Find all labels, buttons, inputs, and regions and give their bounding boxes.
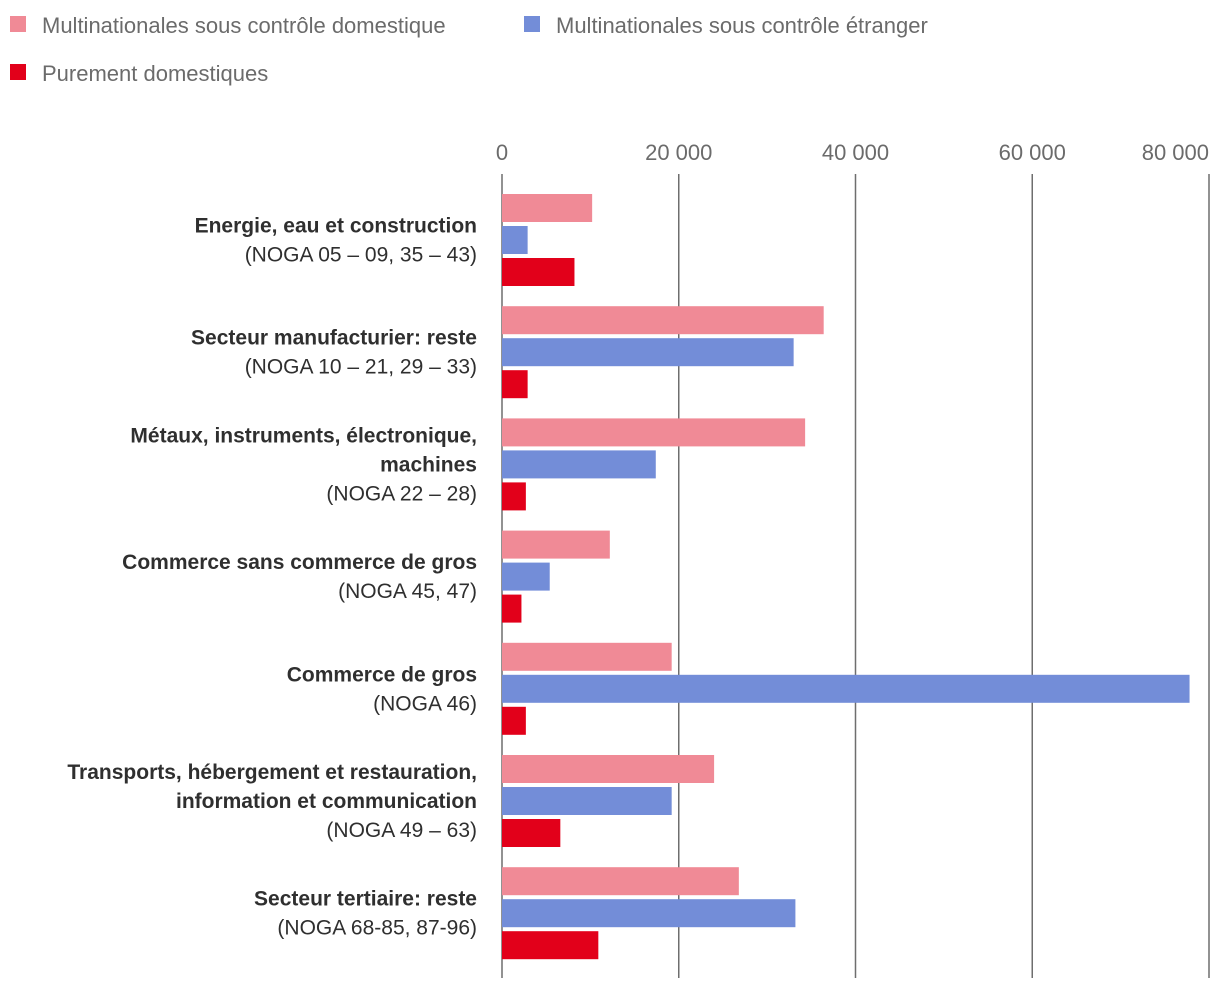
x-tick-label: 20 000 (645, 140, 712, 165)
category-code-label: (NOGA 46) (373, 692, 477, 715)
category-code-label: (NOGA 49 – 63) (326, 819, 477, 842)
bar (502, 674, 1190, 703)
category-label: Secteur tertiaire: reste (254, 888, 477, 911)
bar (502, 562, 550, 591)
bar (502, 338, 794, 367)
bar (502, 306, 824, 335)
category-label: Commerce de gros (287, 663, 477, 686)
bar (502, 706, 526, 735)
legend-swatch (524, 16, 540, 32)
category-label: Energie, eau et construction (195, 215, 477, 238)
bar (502, 819, 561, 847)
bar (502, 867, 739, 896)
legend-label: Multinationales sous contrôle domestique (42, 13, 446, 38)
bar (502, 530, 610, 559)
bar (502, 642, 672, 671)
category-label: Secteur manufacturier: reste (191, 327, 477, 350)
x-tick-label: 40 000 (822, 140, 889, 165)
x-tick-label: 80 000 (1142, 140, 1209, 165)
category-label: information et communication (176, 790, 477, 813)
bar (502, 755, 715, 783)
legend-label: Purement domestiques (42, 61, 268, 86)
category-label: Transports, hébergement et restauration, (67, 761, 477, 784)
bar (502, 226, 528, 254)
category-code-label: (NOGA 10 – 21, 29 – 33) (245, 356, 477, 379)
legend-swatch (10, 64, 26, 80)
category-code-label: (NOGA 68-85, 87-96) (277, 917, 477, 940)
bar (502, 931, 599, 960)
category-label: Commerce sans commerce de gros (122, 551, 477, 574)
category-code-label: (NOGA 22 – 28) (326, 482, 477, 505)
legend-label: Multinationales sous contrôle étranger (556, 13, 928, 38)
x-tick-label: 0 (496, 140, 508, 165)
category-label: Métaux, instruments, électronique, (130, 424, 477, 447)
bar (502, 418, 806, 447)
x-tick-label: 60 000 (999, 140, 1066, 165)
bar (502, 194, 593, 222)
bar (502, 482, 526, 511)
legend-swatch (10, 16, 26, 32)
bar (502, 450, 656, 479)
bar (502, 370, 528, 399)
category-code-label: (NOGA 05 – 09, 35 – 43) (245, 244, 477, 267)
category-label: machines (380, 453, 477, 476)
bar (502, 787, 672, 815)
bar (502, 258, 575, 286)
bar (502, 899, 796, 928)
bar (502, 594, 522, 623)
category-code-label: (NOGA 45, 47) (338, 580, 477, 603)
